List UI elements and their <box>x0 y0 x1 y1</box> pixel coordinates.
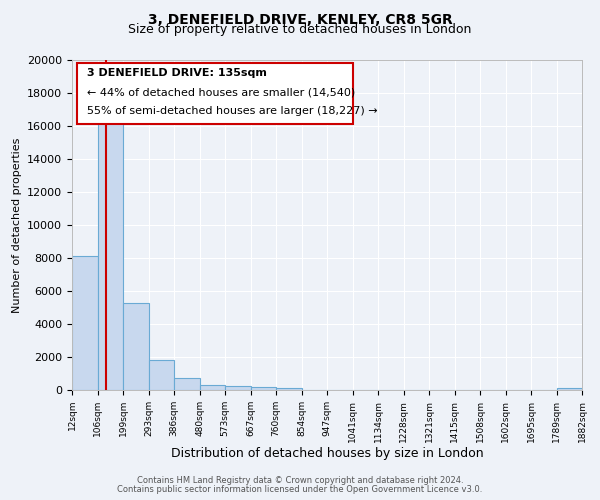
Bar <box>98 118 123 390</box>
Bar <box>200 385 225 390</box>
Text: Contains public sector information licensed under the Open Government Licence v3: Contains public sector information licen… <box>118 485 482 494</box>
Text: Contains HM Land Registry data © Crown copyright and database right 2024.: Contains HM Land Registry data © Crown c… <box>137 476 463 485</box>
Text: 3, DENEFIELD DRIVE, KENLEY, CR8 5GR: 3, DENEFIELD DRIVE, KENLEY, CR8 5GR <box>148 12 452 26</box>
Bar <box>276 388 302 390</box>
Bar <box>123 302 149 390</box>
Bar <box>225 386 251 390</box>
Text: 55% of semi-detached houses are larger (18,227) →: 55% of semi-detached houses are larger (… <box>88 106 378 117</box>
Text: 3 DENEFIELD DRIVE: 135sqm: 3 DENEFIELD DRIVE: 135sqm <box>88 68 267 78</box>
Bar <box>149 360 174 390</box>
FancyBboxPatch shape <box>77 64 353 124</box>
Text: ← 44% of detached houses are smaller (14,540): ← 44% of detached houses are smaller (14… <box>88 88 356 98</box>
Y-axis label: Number of detached properties: Number of detached properties <box>11 138 22 312</box>
Bar <box>174 378 200 390</box>
Bar <box>72 256 98 390</box>
Bar <box>557 388 582 390</box>
X-axis label: Distribution of detached houses by size in London: Distribution of detached houses by size … <box>170 448 484 460</box>
Bar <box>251 386 276 390</box>
Text: Size of property relative to detached houses in London: Size of property relative to detached ho… <box>128 22 472 36</box>
